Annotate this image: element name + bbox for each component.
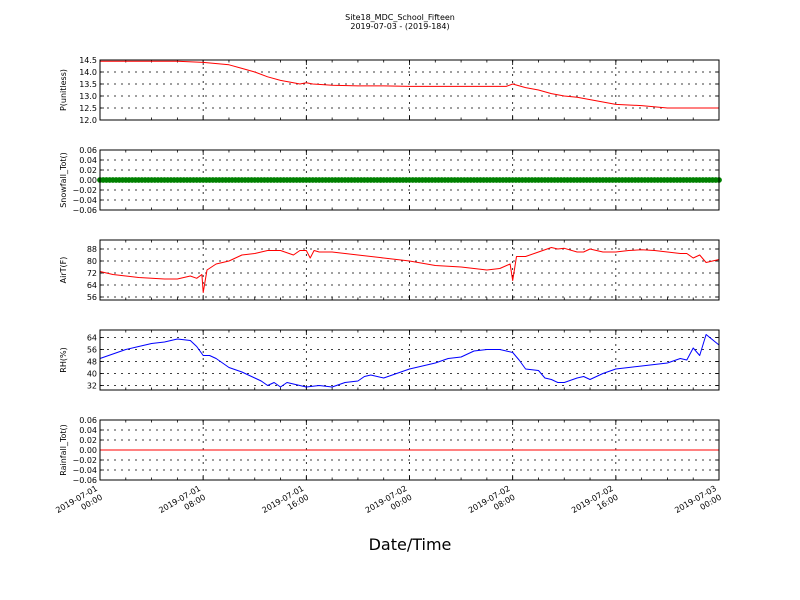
y-tick-label: 56: [87, 346, 97, 355]
y-tick-label: −0.06: [72, 476, 97, 485]
y-tick-label: −0.04: [72, 196, 97, 205]
x-axis-label: Date/Time: [369, 535, 452, 554]
x-tick-label: 2019-07-0216:00: [570, 484, 620, 524]
chart-subtitle: 2019-07-03 - (2019-184): [350, 22, 449, 31]
plot-frame: [99, 419, 720, 481]
y-tick-label: 0.04: [79, 426, 97, 435]
y-tick-label: 0.06: [79, 416, 97, 425]
y-tick-label: 72: [87, 269, 97, 278]
x-tick-label: 2019-07-0208:00: [467, 484, 517, 524]
y-tick-label: 0.06: [79, 146, 97, 155]
y-tick-label: 13.5: [79, 80, 97, 89]
plot-frame: [99, 329, 720, 391]
x-tick-label: 2019-07-0300:00: [673, 484, 723, 524]
y-tick-label: 12.0: [79, 116, 97, 125]
plot-frame: [99, 239, 720, 301]
y-axis-label: RH(%): [59, 347, 68, 372]
y-tick-label: 14.0: [79, 68, 97, 77]
y-tick-label: 14.5: [79, 56, 97, 65]
x-tick-label: 2019-07-0100:00: [54, 484, 104, 524]
panels: 14.514.013.513.012.512.0P(unitless)0.060…: [54, 56, 723, 524]
panel-3: 64 56 48 40 32 RH(%): [59, 329, 720, 391]
y-axis-label: Rainfall_Tot(): [59, 424, 68, 476]
panel-4: 0.060.040.020.00−0.02−0.04−0.06 Rainfall_…: [54, 416, 723, 524]
x-tick-label: 2019-07-0116:00: [261, 484, 311, 524]
series-line: [100, 60, 719, 109]
y-tick-label: −0.06: [72, 206, 97, 215]
y-tick-label: −0.02: [72, 186, 97, 195]
panel-2: 88 80 72 64 56 AirT(F): [59, 239, 720, 302]
series-line: [99, 247, 720, 293]
y-tick-label: −0.02: [72, 456, 97, 465]
plot-frame: [99, 59, 720, 121]
y-tick-label: 40: [87, 370, 97, 379]
y-axis-label: AirT(F): [59, 257, 68, 284]
panel-1: 0.060.040.020.00−0.02−0.04−0.06 Snowfall_…: [59, 146, 722, 215]
series-line: [99, 334, 720, 388]
y-tick-label: 12.5: [79, 104, 97, 113]
y-tick-label: 64: [87, 281, 97, 290]
y-tick-label: 0.02: [79, 436, 97, 445]
panel-0: 14.5 14.0 13.5 13.0 12.5 12.0 P(unitless): [59, 56, 720, 125]
x-tick-label: 2019-07-0108:00: [157, 484, 207, 524]
y-tick-label: 48: [87, 358, 97, 367]
x-tick-label: 2019-07-0200:00: [364, 484, 414, 524]
y-tick-label: 0.04: [79, 156, 97, 165]
y-tick-label: −0.04: [72, 466, 97, 475]
y-tick-label: 0.00: [79, 176, 97, 185]
y-tick-label: 64: [87, 334, 97, 343]
chart-title: Site18_MDC_School_Fifteen: [345, 13, 455, 22]
y-tick-label: 32: [87, 382, 97, 391]
y-axis-label: Snowfall_Tot(): [59, 152, 68, 208]
y-tick-label: 88: [87, 245, 97, 254]
y-tick-label: 13.0: [79, 92, 97, 101]
y-tick-label: 80: [87, 257, 97, 266]
y-tick-label: 56: [87, 293, 97, 302]
plot-frame: [99, 149, 720, 211]
y-tick-label: 0.02: [79, 166, 97, 175]
y-axis-label: P(unitless): [59, 69, 68, 111]
y-tick-label: 0.00: [79, 446, 97, 455]
